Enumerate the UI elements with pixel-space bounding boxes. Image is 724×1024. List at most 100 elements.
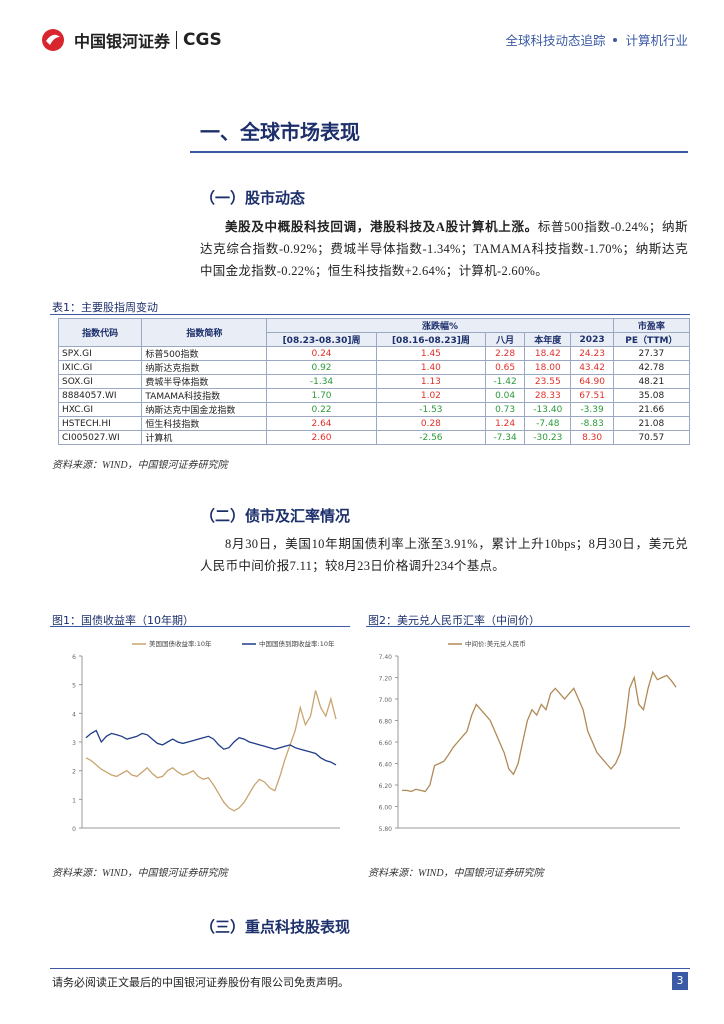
- table-cell: 8.30: [570, 430, 614, 445]
- table-cell: 1.02: [375, 388, 487, 403]
- source: 资料来源：WIND，中国银河证券研究院: [52, 868, 228, 879]
- table-cell: 43.42: [570, 360, 614, 375]
- chart: 5.80 6.00 6.20 6.40 6.60 6.80 7.00 7.20 7.40 中间价:…: [379, 639, 680, 833]
- table-cell: 67.51: [570, 388, 614, 403]
- table-cell: 1.45: [375, 346, 487, 361]
- data-table: 指数代码 指数简称 涨跌幅% 市盈率 [08.23-08.30]周 [08.16-08.…: [57, 318, 691, 445]
- table-row: SPX.GI 标普500指数 0.24 1.45 2.28 18.42 24.23 27.37: [57, 346, 691, 361]
- table-cell: 0.04: [485, 388, 526, 403]
- table-cell: 标普500指数: [141, 346, 268, 361]
- table-cell: 28.33: [524, 388, 572, 403]
- series-line: [85, 729, 337, 766]
- table-cell: 2.28: [485, 346, 526, 361]
- header-industry: 计算机行业: [625, 33, 688, 48]
- table-cell: 70.57: [612, 430, 691, 445]
- th: 市盈率: [612, 318, 691, 333]
- table-cell: -3.39: [570, 402, 614, 417]
- legend-label: 美国国债收益率:10年: [149, 639, 212, 648]
- y-tick-label: 4: [72, 711, 76, 718]
- table-caption: 表1：主要股指周变动: [52, 301, 158, 314]
- y-tick-label: 6: [72, 654, 76, 661]
- table-cell: -2.56: [375, 430, 487, 445]
- th: [08.16-08.23]周: [375, 332, 487, 347]
- chart: 0 1 2 3 4 5 6 美国国债收益率:10年 中国国债到期收益率:10年: [72, 639, 340, 833]
- table-cell: 8884057.WI: [57, 388, 143, 403]
- y-tick-label: 7.40: [379, 654, 393, 661]
- subsection-title: （三）重点科技股表现: [200, 918, 351, 936]
- paragraph-text: 标普500指数-0.24%；纳斯达克综合指数-0.92%；费城半导体指数-1.3…: [200, 220, 688, 278]
- logo-en: CGS: [183, 30, 222, 50]
- table-cell: CI005027.WI: [57, 430, 143, 445]
- y-tick-label: 7.00: [379, 697, 393, 704]
- paragraph-lead: 美股及中概股科技回调，港股科技及A股计算机上涨。: [225, 220, 538, 234]
- y-tick-label: 6.80: [379, 719, 393, 726]
- source: 资料来源：WIND，中国银河证券研究院: [52, 460, 228, 471]
- table-cell: TAMAMA科技指数: [141, 388, 268, 403]
- th: 本年度: [524, 332, 572, 347]
- y-tick-label: 0: [72, 826, 76, 833]
- table-row: CI005027.WI 计算机 2.60 -2.56 -7.34 -30.23 8.30 70…: [57, 430, 691, 445]
- section-rule: [190, 151, 688, 153]
- section-title: 一、全球市场表现: [200, 120, 360, 144]
- table-cell: 48.21: [612, 374, 691, 389]
- table-cell: 1.24: [485, 416, 526, 431]
- y-tick-label: 2: [72, 769, 76, 776]
- y-tick-label: 6.40: [379, 762, 393, 769]
- source: 资料来源：WIND，中国银河证券研究院: [368, 868, 544, 879]
- table-cell: 24.23: [570, 346, 614, 361]
- header-dot: [613, 37, 618, 42]
- legend-label: 中间价:美元兑人民币: [465, 639, 526, 648]
- series-line: [85, 690, 337, 812]
- logo-divider: [176, 31, 178, 49]
- legend-label: 中国国债到期收益率:10年: [259, 639, 335, 648]
- table-cell: SOX.GI: [57, 374, 143, 389]
- table-cell: 21.08: [612, 416, 691, 431]
- table-cell: 35.08: [612, 388, 691, 403]
- y-tick-label: 6.20: [379, 783, 393, 790]
- table-cell: 恒生科技指数: [141, 416, 268, 431]
- table-cell: 0.92: [266, 360, 377, 375]
- subsection-title: （一）股市动态: [200, 189, 306, 207]
- y-tick-label: 3: [72, 740, 76, 747]
- table-cell: 2.60: [266, 430, 377, 445]
- table-cell: -13.40: [524, 402, 572, 417]
- table-cell: 18.00: [524, 360, 572, 375]
- table-row: HSTECH.HI 恒生科技指数 2.64 0.28 1.24 -7.48 -8.83 21.…: [57, 416, 691, 431]
- footer-rule: [50, 968, 690, 969]
- table-cell: 42.78: [612, 360, 691, 375]
- table-cell: -1.42: [485, 374, 526, 389]
- th: 指数简称: [141, 318, 268, 347]
- table-cell: -8.83: [570, 416, 614, 431]
- page-number: 3: [672, 972, 688, 990]
- th: 涨跌幅%: [266, 318, 614, 333]
- th: PE（TTM）: [612, 332, 691, 347]
- table-cell: 1.13: [375, 374, 487, 389]
- logo: 中国银河证券 CGS: [40, 26, 222, 54]
- figure-caption: 图1：国债收益率（10年期）: [52, 614, 194, 627]
- caption-rule: [50, 626, 350, 627]
- y-tick-label: 5: [72, 683, 76, 690]
- table-cell: 27.37: [612, 346, 691, 361]
- table-cell: 1.70: [266, 388, 377, 403]
- table-cell: 64.90: [570, 374, 614, 389]
- th: 指数代码: [57, 318, 143, 347]
- y-tick-label: 7.20: [379, 676, 393, 683]
- th: [08.23-08.30]周: [266, 332, 377, 347]
- table-cell: 21.66: [612, 402, 691, 417]
- table-row: SOX.GI 费城半导体指数 -1.34 1.13 -1.42 23.55 64.90 48.…: [57, 374, 691, 389]
- y-tick-label: 6.60: [379, 740, 393, 747]
- logo-cn: 中国银河证券: [74, 32, 171, 51]
- footer-note: 请务必阅读正文最后的中国银河证券股份有限公司免责声明。: [52, 977, 349, 989]
- table-cell: 1.40: [375, 360, 487, 375]
- logo-icon: [42, 29, 64, 51]
- table-row: IXIC.GI 纳斯达克指数 0.92 1.40 0.65 18.00 43.42 42.78: [57, 360, 691, 375]
- table-cell: 0.24: [266, 346, 377, 361]
- table-cell: 2.64: [266, 416, 377, 431]
- th: 八月: [485, 332, 526, 347]
- paragraph: 8月30日，美国10年期国债利率上涨至3.91%，累计上升10bps；8月30日…: [200, 537, 688, 573]
- y-tick-label: 6.00: [379, 805, 393, 812]
- table-cell: 18.42: [524, 346, 572, 361]
- y-tick-label: 5.80: [379, 826, 393, 833]
- table-cell: 23.55: [524, 374, 572, 389]
